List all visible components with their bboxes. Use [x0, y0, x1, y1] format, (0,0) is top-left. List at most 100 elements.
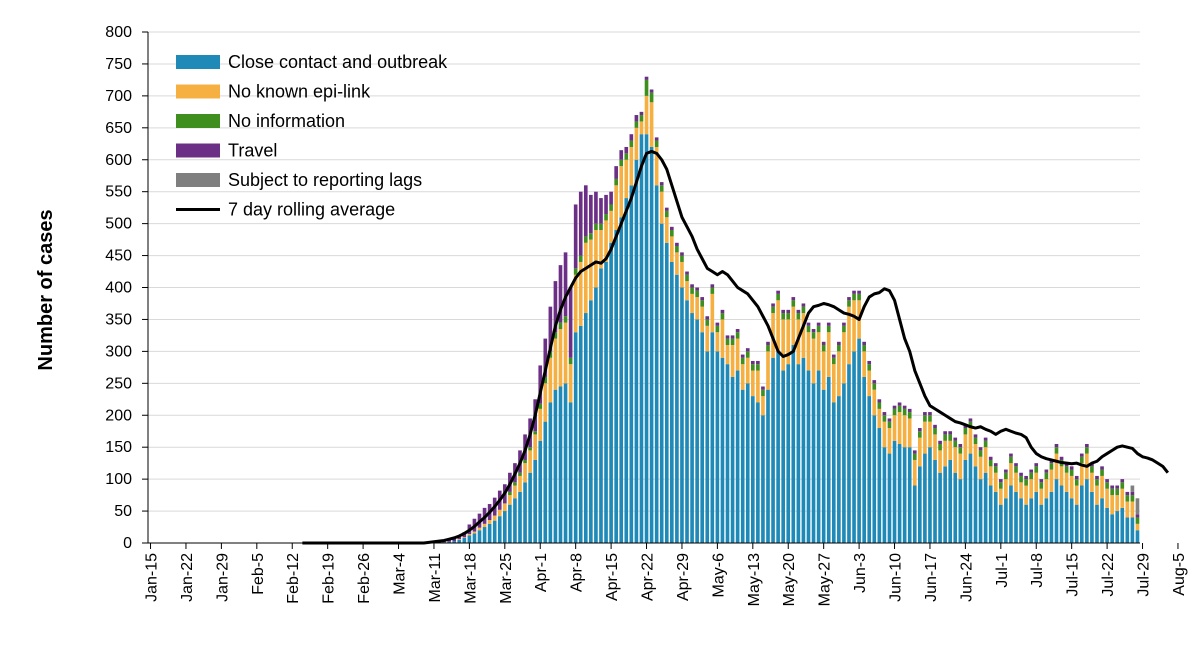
bar-segment: [1095, 485, 1099, 505]
bar-segment: [629, 140, 634, 147]
bar-segment: [907, 418, 912, 448]
bar-segment: [958, 447, 963, 454]
x-tick-label: Mar-18: [462, 553, 479, 604]
bar-segment: [933, 434, 937, 460]
x-tick-label: Mar-4: [392, 553, 409, 595]
x-tick-label: Jun-24: [958, 553, 975, 602]
bar-segment: [644, 134, 649, 543]
bar-segment: [1064, 466, 1069, 473]
bar-segment: [659, 182, 664, 186]
bar-segment: [523, 463, 527, 483]
bar-segment: [664, 242, 669, 544]
bar-segment: [831, 402, 836, 543]
bar-segment: [1049, 469, 1054, 492]
bar-segment: [619, 217, 624, 544]
x-tick-label: May-20: [781, 553, 798, 606]
bar-segment: [1064, 463, 1069, 467]
bar-segment: [573, 204, 578, 269]
bar-segment: [1110, 514, 1114, 543]
bar-segment: [791, 300, 796, 307]
bar-segment: [801, 313, 806, 358]
bar-segment: [963, 428, 968, 435]
x-tick-label: May-13: [746, 553, 763, 606]
bar-segment: [715, 325, 720, 333]
bar-segment: [705, 316, 710, 320]
y-tick-label: 250: [105, 375, 132, 392]
bar-segment: [948, 434, 953, 441]
bar-segment: [533, 434, 537, 460]
legend: Close contact and outbreak No known epi-l…: [176, 52, 448, 220]
bar-segment: [968, 453, 973, 543]
bar-segment: [1085, 447, 1089, 454]
bar-segment: [1079, 456, 1084, 464]
bar-segment: [462, 537, 467, 543]
bar-segment: [877, 402, 882, 409]
bar-segment: [1009, 485, 1013, 543]
bar-segment: [639, 115, 644, 122]
bar-segment: [543, 421, 548, 543]
x-tick-label: Jun-10: [888, 553, 905, 602]
legend-label: Subject to reporting lags: [228, 170, 422, 190]
bar-segment: [583, 185, 588, 237]
bar-segment: [968, 421, 973, 429]
bar-segment: [892, 408, 897, 416]
y-tick-label: 700: [105, 88, 132, 105]
bar-segment: [867, 360, 872, 365]
bar-segment: [1004, 472, 1008, 480]
bar-segment: [933, 459, 937, 543]
bar-segment: [1130, 495, 1135, 502]
x-tick-label: Jun-3: [852, 553, 869, 593]
bar-segment: [1135, 523, 1140, 531]
y-tick-label: 600: [105, 152, 132, 169]
bar-segment: [1014, 466, 1018, 473]
bar-segment: [791, 306, 796, 345]
bar-segment: [447, 541, 451, 543]
bar-segment: [735, 338, 740, 371]
x-tick-label: May-6: [710, 553, 727, 598]
bar-segment: [634, 121, 639, 128]
bar-segment: [882, 412, 887, 416]
bar-segment: [1069, 475, 1074, 499]
bar-segment: [1095, 504, 1099, 543]
bar-segment: [1004, 479, 1008, 499]
bar-segment: [761, 396, 765, 416]
bar-segment: [558, 265, 563, 323]
bar-segment: [1014, 463, 1018, 467]
bar-segment: [1059, 466, 1064, 486]
bar-segment: [811, 332, 816, 339]
bar-segment: [978, 450, 983, 457]
bar-segment: [867, 364, 872, 371]
bar-segment: [1130, 485, 1135, 492]
bar-segment: [583, 236, 588, 243]
bar-segment: [1069, 466, 1074, 470]
x-tick-label: Aug-5: [1171, 553, 1188, 596]
bar-segment: [1135, 530, 1140, 543]
bar-segment: [609, 210, 613, 243]
x-tick-label: Jul-8: [1029, 553, 1046, 588]
bar-segment: [948, 459, 953, 543]
bar-segment: [583, 313, 588, 543]
bar-segment: [1085, 479, 1089, 544]
bar-segment: [670, 226, 674, 231]
bar-segment: [1034, 466, 1039, 473]
bar-segment: [472, 533, 477, 543]
bar-segment: [993, 491, 998, 543]
bar-segment: [867, 370, 872, 397]
bar-segment: [953, 472, 958, 543]
bar-segment: [750, 396, 755, 543]
bar-segment: [1054, 443, 1059, 448]
bar-segment: [902, 405, 907, 409]
bar-segment: [614, 230, 618, 543]
bar-segment: [988, 459, 993, 467]
bar-segment: [502, 503, 507, 512]
legend-label: Close contact and outbreak: [228, 52, 448, 72]
bar-segment: [715, 322, 720, 326]
bars: [427, 76, 1140, 544]
bar-segment: [745, 348, 750, 352]
bar-segment: [796, 309, 801, 314]
y-tick-label: 50: [114, 503, 132, 520]
x-tick-label: Apr-8: [569, 553, 586, 592]
bar-segment: [781, 370, 785, 543]
